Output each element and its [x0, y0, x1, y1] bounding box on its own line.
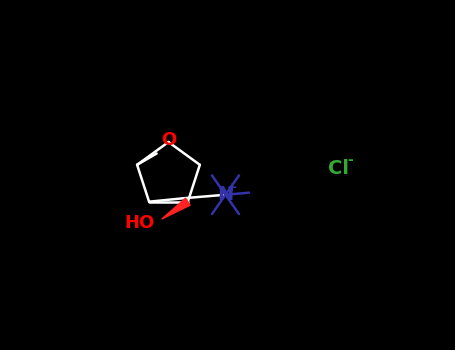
Text: +: +	[227, 181, 237, 194]
Text: HO: HO	[124, 214, 154, 231]
Text: O: O	[161, 131, 176, 149]
Text: Cl: Cl	[328, 159, 349, 177]
Text: -: -	[347, 153, 353, 167]
Polygon shape	[162, 198, 190, 219]
Text: N: N	[217, 185, 233, 204]
